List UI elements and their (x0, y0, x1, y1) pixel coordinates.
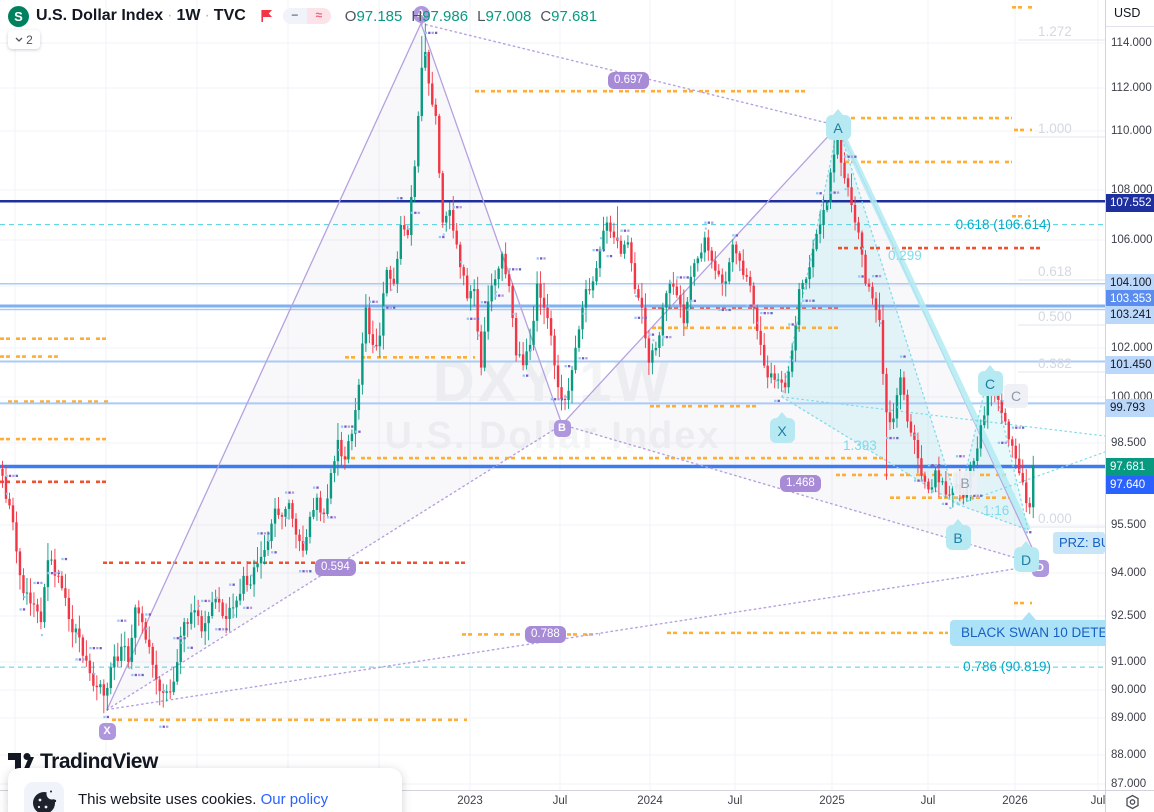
prz-callout[interactable]: PRZ: BUT (1053, 532, 1105, 554)
fib-value-chip[interactable]: 0.697 (608, 71, 649, 89)
symbol-logo[interactable]: S (8, 5, 29, 27)
indicator-count: 2 (26, 32, 33, 47)
collapse-indicators-button[interactable]: 2 (8, 30, 40, 49)
cyan-pattern-point-b[interactable]: B (945, 519, 971, 550)
symbol-exchange[interactable]: TVC (213, 7, 246, 24)
fib-retracement-label: 0.382 (1038, 356, 1072, 371)
axis-divider (1106, 26, 1154, 27)
indicator-pills: − ≈ (282, 8, 331, 24)
axis-corner (1105, 790, 1154, 812)
fib-value-chip[interactable]: 0.594 (315, 558, 356, 576)
cyan-pattern-point-c[interactable]: C (977, 365, 1003, 396)
cookie-policy-link[interactable]: Our policy (260, 791, 329, 808)
candlestick-chart[interactable] (0, 0, 1105, 790)
price-tick-label: 106.000 (1111, 234, 1153, 246)
price-level-chip[interactable]: 97.640 (1106, 476, 1154, 494)
approx-pill-icon[interactable]: ≈ (306, 8, 331, 24)
price-tick-label: 91.000 (1111, 656, 1147, 668)
currency-label: USD (1114, 6, 1141, 20)
price-tick-label: 87.000 (1111, 778, 1147, 790)
high-value: 97.986 (422, 7, 469, 25)
dots-layer (5, 31, 1032, 728)
low-value: 97.008 (485, 7, 532, 25)
price-level-chip[interactable]: 99.793 (1106, 399, 1154, 417)
pattern-point-b[interactable]: B (553, 419, 571, 437)
time-tick-label: Jul (552, 795, 568, 807)
settings-icon[interactable] (1124, 794, 1141, 810)
cookie-icon (32, 788, 57, 812)
price-tick-label: 88.000 (1111, 749, 1147, 761)
cyan-pattern-point-d[interactable]: D (1013, 541, 1039, 572)
price-tick-label: 92.500 (1111, 610, 1147, 622)
candles-layer (1, 23, 1035, 714)
price-level-chip[interactable]: 103.353 (1106, 290, 1154, 308)
zones-layer (0, 6, 1046, 722)
cyan-pattern-point-a[interactable]: A (825, 109, 851, 140)
fib-level-label[interactable]: 0.786 (90.819) (963, 659, 1051, 675)
pattern-fills (107, 23, 1040, 710)
chevron-down-icon (15, 37, 23, 42)
open-value: 97.185 (356, 7, 403, 25)
tradingview-logo-text: TradingView (40, 750, 158, 773)
symbol-timeframe[interactable]: 1W (176, 7, 201, 24)
fib-value-chip[interactable]: 0.788 (525, 625, 566, 643)
cookie-banner: This website uses cookies. Our policy (8, 768, 402, 812)
fib-level-label[interactable]: 0.618 (106.614) (955, 216, 1051, 232)
price-level-chip[interactable]: 101.450 (1106, 356, 1154, 374)
price-tick-label: 112.000 (1111, 82, 1152, 94)
symbol-title[interactable]: U.S. Dollar Index · 1W · TVC (36, 7, 246, 24)
price-tick-label: 102.000 (1111, 342, 1153, 354)
price-tick-label: 90.000 (1111, 684, 1147, 696)
time-tick-label: Jul (727, 795, 743, 807)
chart-pane[interactable]: DXY 1W U.S. Dollar Index XABCD0.6970.594… (0, 0, 1105, 790)
fib-value-chip[interactable]: 1.468 (780, 474, 821, 492)
tradingview-logo[interactable]: TradingView (8, 750, 158, 774)
price-level-chip[interactable]: 103.241 (1106, 306, 1154, 324)
cookie-icon-tile (24, 782, 64, 812)
fib-retracement-label: 0.618 (1038, 264, 1072, 279)
time-tick-label: 2025 (819, 795, 845, 807)
pattern-point-a[interactable]: A (412, 5, 430, 23)
fib-ratio-label: 0.299 (888, 248, 922, 263)
time-tick-label: Jul (1090, 795, 1105, 807)
price-tick-label: 94.000 (1111, 567, 1147, 579)
fib-retracement-label: 0.000 (1038, 511, 1072, 526)
price-tick-label: 95.500 (1111, 519, 1147, 531)
symbol-legend: S U.S. Dollar Index · 1W · TVC − ≈ O97.185 H… (8, 5, 597, 27)
minus-pill-icon[interactable]: − (282, 8, 307, 24)
price-tick-label: 108.000 (1111, 184, 1153, 196)
watermark-title: U.S. Dollar Index (384, 415, 721, 457)
time-tick-label: Jul (920, 795, 936, 807)
price-level-chip[interactable]: 104.100 (1106, 274, 1154, 292)
price-tick-label: 114.000 (1111, 37, 1152, 49)
price-tick-label: 98.500 (1111, 437, 1147, 449)
close-value: 97.681 (551, 7, 598, 25)
price-tick-label: 110.000 (1111, 125, 1152, 137)
black-swan-callout[interactable]: BLACK SWAN 10 DETECTED (950, 612, 1105, 646)
time-tick-label: 2023 (457, 795, 483, 807)
gray-pattern-point-b[interactable]: B (953, 471, 977, 495)
price-axis[interactable]: USD 114.000 112.000 110.000 108.000 106.000 1… (1105, 0, 1154, 790)
fib-ratio-label: 1.393 (843, 438, 877, 453)
fib-retracement-label: 0.500 (1038, 309, 1072, 324)
time-tick-label: 2024 (637, 795, 663, 807)
gray-pattern-point-c[interactable]: C (1004, 384, 1028, 408)
symbol-name[interactable]: U.S. Dollar Index (36, 7, 164, 24)
right-fib-lines (1018, 39, 1105, 528)
tradingview-logo-icon (8, 753, 34, 771)
cyan-pattern-point-x[interactable]: X (769, 412, 795, 443)
price-tick-label: 89.000 (1111, 712, 1147, 724)
fib-retracement-label: 1.000 (1038, 121, 1072, 136)
price-level-chip[interactable]: 107.552 (1106, 194, 1154, 212)
fib-ratio-label: 1:16 (983, 503, 1010, 518)
fib-retracement-label: 1.272 (1038, 24, 1072, 39)
time-tick-label: 2026 (1002, 795, 1028, 807)
ohlc-values: O97.185 H97.986 L97.008 C97.681 (344, 7, 598, 25)
flag-icon[interactable] (259, 9, 273, 23)
cookie-message: This website uses cookies. Our policy (78, 791, 329, 808)
pattern-point-x[interactable]: X (98, 722, 116, 740)
price-level-chip[interactable]: 97.681 (1106, 458, 1154, 476)
